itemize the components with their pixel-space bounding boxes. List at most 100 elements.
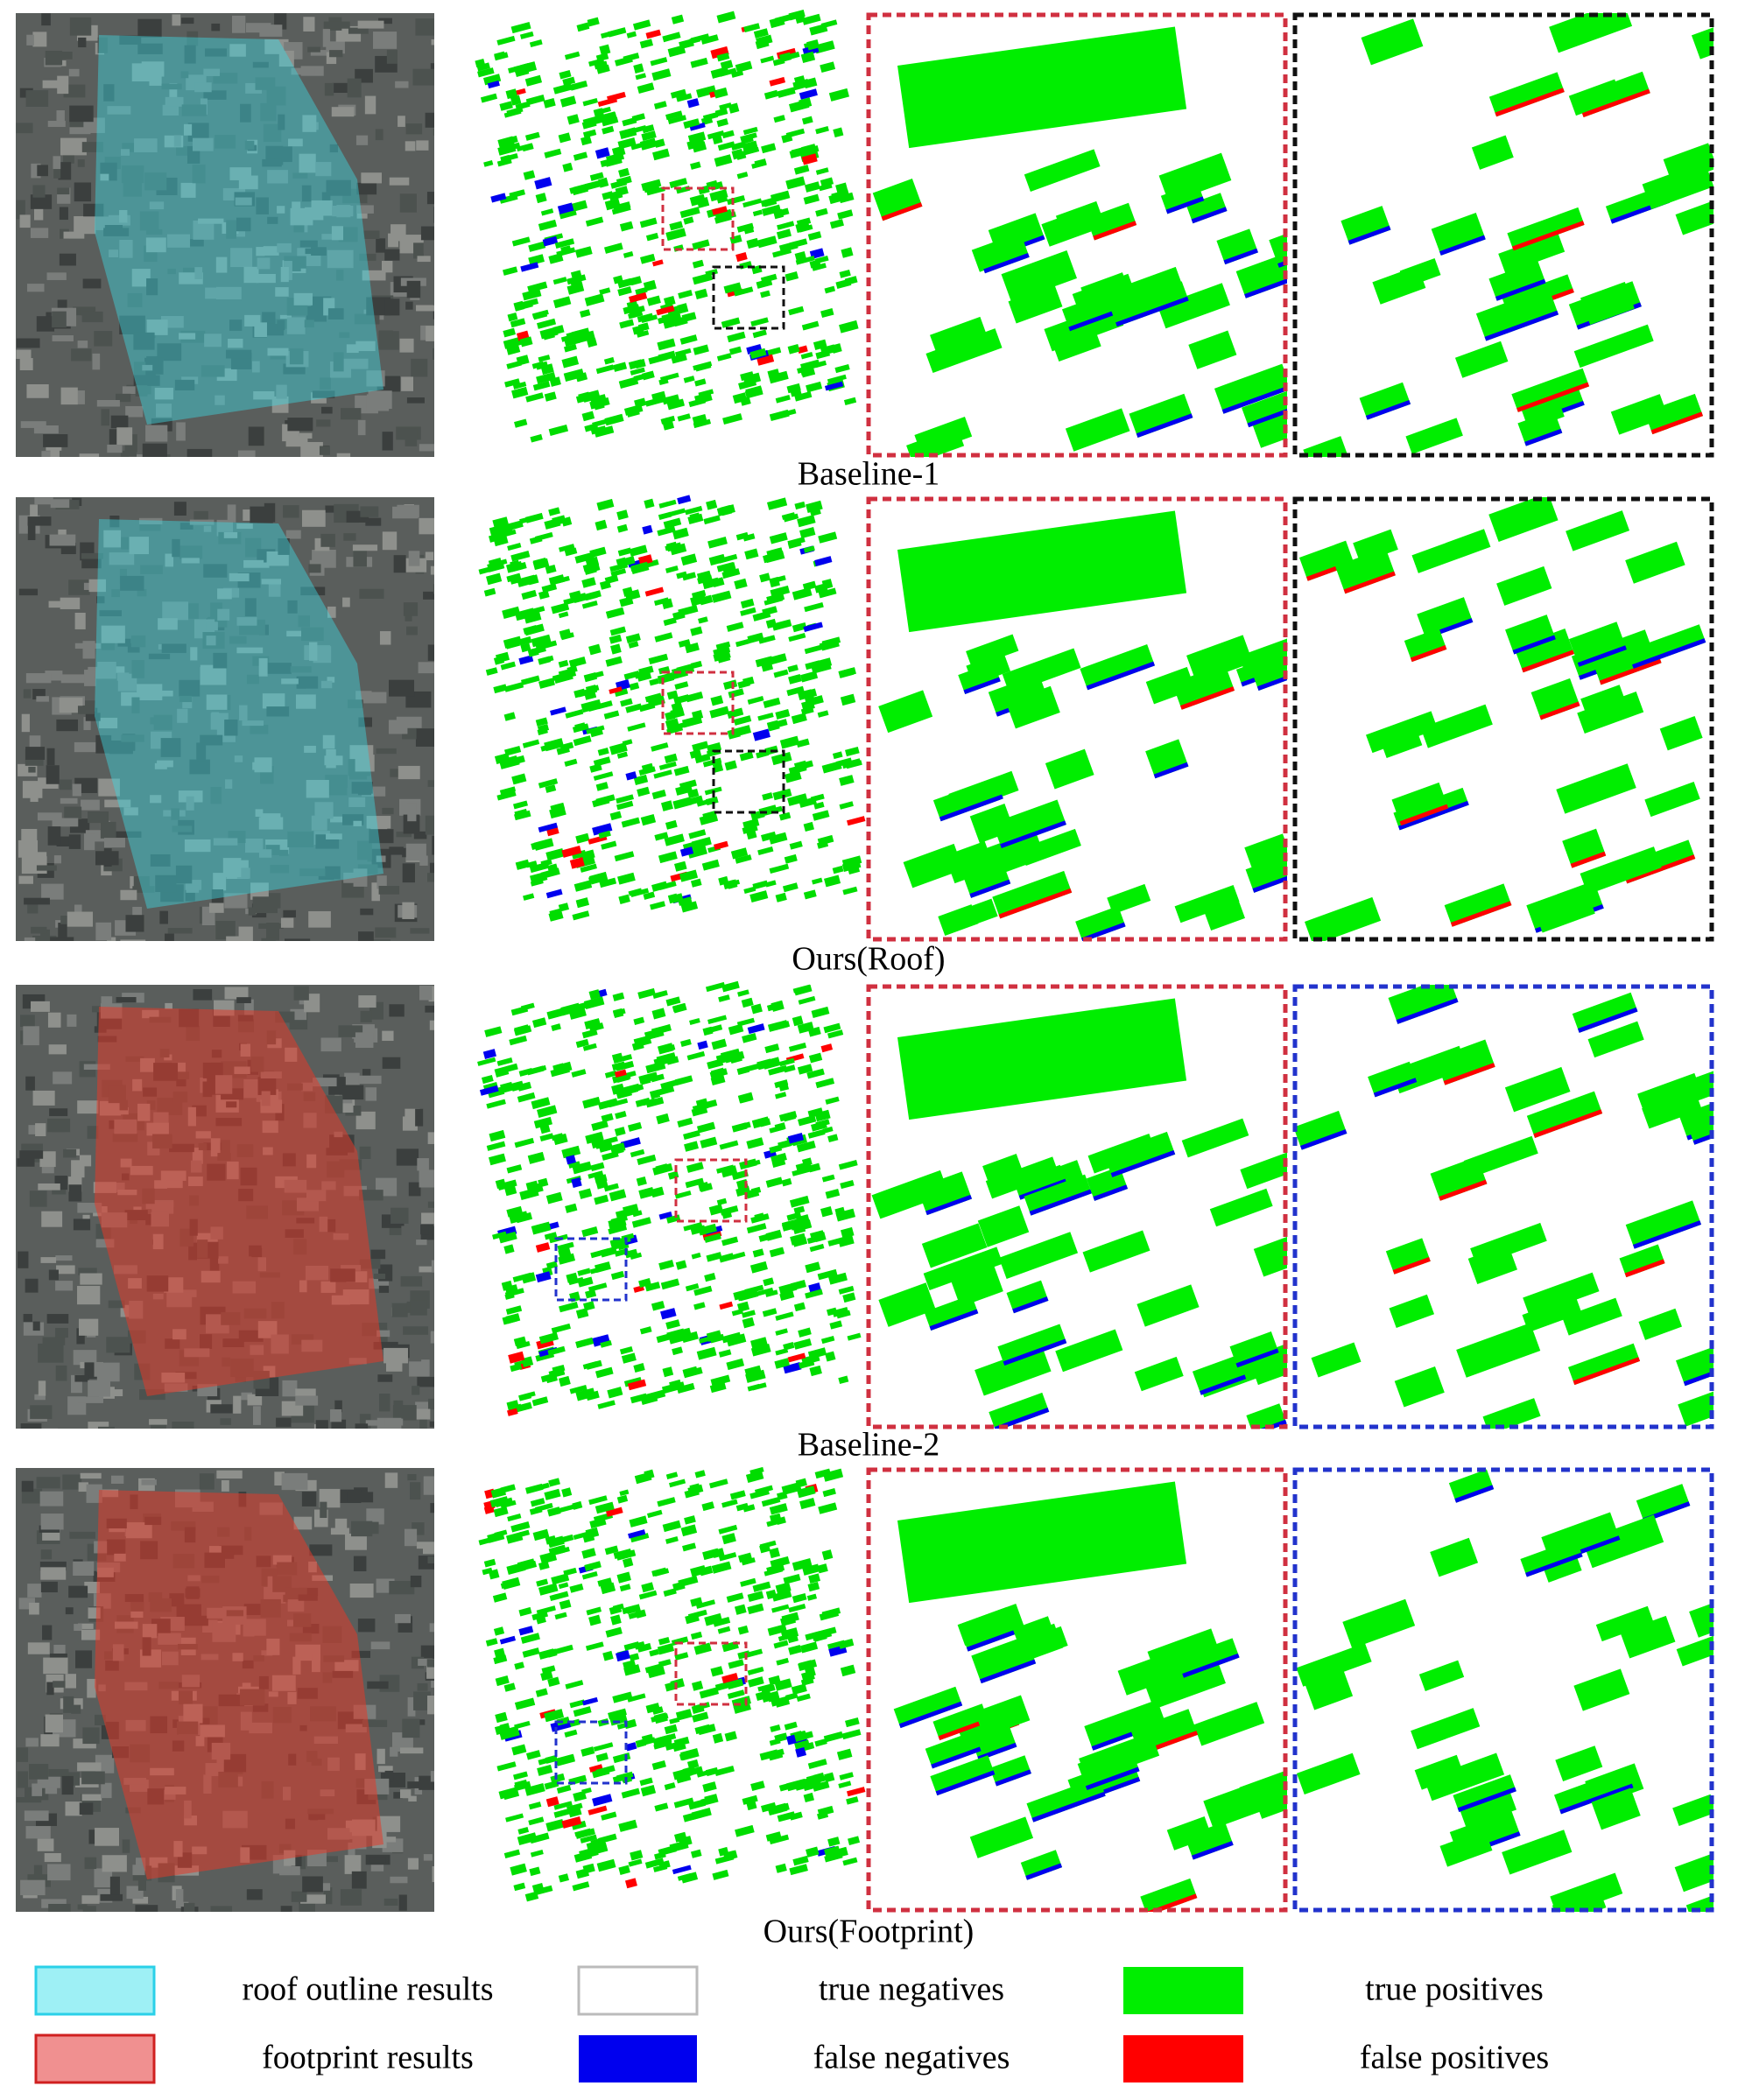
block [86, 1484, 102, 1503]
building [742, 1794, 758, 1805]
block [358, 931, 374, 941]
block [215, 256, 228, 273]
building [563, 369, 585, 383]
building [766, 1002, 780, 1012]
building [551, 1323, 571, 1334]
building [726, 622, 744, 632]
block [210, 1404, 233, 1414]
building [728, 102, 740, 114]
building [609, 811, 623, 821]
building [686, 98, 700, 109]
building [532, 1528, 550, 1542]
block [172, 1421, 194, 1429]
block [287, 600, 298, 614]
block [278, 537, 290, 555]
building [721, 1533, 736, 1545]
block [186, 796, 194, 811]
building [829, 219, 844, 229]
block [258, 817, 284, 830]
building [602, 1650, 614, 1661]
building [535, 1242, 551, 1253]
building [558, 611, 569, 619]
building [527, 281, 548, 293]
building [683, 1130, 700, 1141]
block [119, 239, 133, 258]
building [538, 822, 558, 833]
building [680, 1872, 699, 1884]
building [1488, 72, 1565, 117]
block [396, 1148, 419, 1166]
building [623, 1664, 641, 1676]
building [586, 725, 605, 734]
building [499, 101, 513, 111]
building [519, 31, 534, 39]
building [729, 1490, 746, 1500]
building [665, 541, 679, 552]
block [58, 162, 72, 180]
building [610, 568, 627, 577]
building [707, 1058, 724, 1070]
building [521, 1560, 538, 1571]
block [423, 1854, 433, 1861]
building [747, 1603, 764, 1615]
building [576, 330, 595, 343]
block [300, 1894, 327, 1904]
block [77, 1904, 88, 1910]
block [181, 558, 200, 564]
building [1418, 1660, 1465, 1691]
building [573, 735, 592, 747]
building [932, 1703, 989, 1741]
block [115, 393, 131, 403]
building [693, 391, 713, 404]
building [1242, 390, 1287, 428]
block [396, 832, 412, 838]
building [545, 847, 565, 861]
block [234, 755, 243, 762]
building [545, 1535, 557, 1545]
block [137, 589, 147, 597]
building [559, 208, 577, 220]
legend-label: true positives [1365, 1971, 1544, 2008]
building [687, 513, 704, 524]
edge [1136, 413, 1193, 438]
block [264, 39, 289, 54]
building [775, 892, 787, 903]
building [601, 1811, 617, 1821]
building [1144, 1657, 1226, 1710]
building [747, 1591, 764, 1603]
building [690, 161, 701, 170]
building [569, 1699, 586, 1709]
building [516, 143, 533, 152]
building [681, 312, 697, 323]
block [405, 843, 426, 861]
building [637, 322, 650, 332]
block [32, 1321, 40, 1331]
building [804, 644, 824, 655]
building [672, 527, 689, 540]
building [571, 1820, 587, 1830]
building [697, 1040, 708, 1050]
block [29, 1190, 47, 1207]
building [807, 1128, 826, 1139]
building [735, 1824, 755, 1837]
overlay [95, 35, 383, 425]
building [569, 857, 585, 869]
block [29, 1602, 39, 1615]
block [101, 409, 109, 426]
building [542, 235, 559, 247]
building [824, 874, 841, 888]
building [779, 735, 800, 749]
block [198, 218, 224, 224]
building [812, 1780, 830, 1792]
block [356, 205, 374, 214]
building [538, 355, 551, 362]
building [680, 901, 699, 913]
building [595, 794, 616, 805]
edge [1085, 1766, 1140, 1791]
building [839, 320, 859, 334]
block [120, 450, 137, 457]
block [408, 551, 420, 566]
large-building [897, 1481, 1187, 1604]
zoom-frame [1292, 496, 1714, 942]
block [215, 395, 225, 405]
